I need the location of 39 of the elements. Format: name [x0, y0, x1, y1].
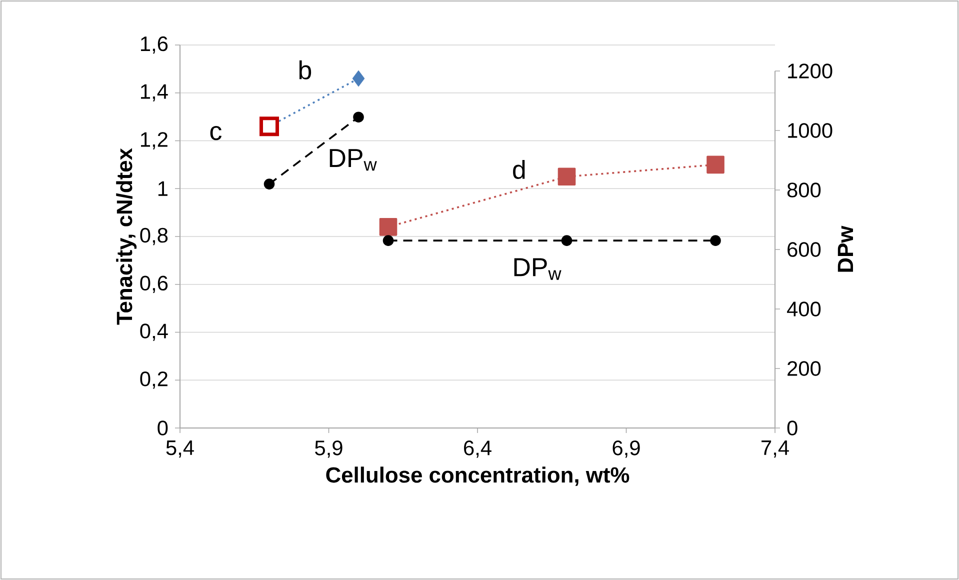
y-tick-label: 0,6: [140, 276, 168, 294]
annotation: DP$_{w}$: [330, 149, 377, 171]
x-tick-label: 5,9: [315, 440, 342, 458]
point: [561, 235, 572, 246]
x-tick-label: 5,4: [166, 440, 194, 458]
y2-tick-label: 200: [788, 361, 821, 376]
y-tick-label: 0,4: [140, 324, 168, 341]
annotation: d: [513, 160, 525, 179]
y-tick-label: 1,4: [140, 84, 168, 102]
y-axis-title: Tenacity, cN/dtex: [116, 148, 137, 325]
y2-tick-label: 400: [787, 302, 821, 316]
y-tick-label: 1,2: [140, 132, 168, 150]
point: [706, 156, 724, 174]
x-tick-label: 6,9: [612, 440, 640, 458]
point: [260, 116, 280, 136]
x-tick-label: 7,4: [762, 440, 789, 458]
y-tick-label: 1: [158, 181, 168, 196]
annotation: c: [210, 126, 222, 140]
annotation: b: [299, 60, 312, 80]
point: [352, 70, 365, 87]
point: [558, 168, 576, 186]
y-tick-label: 0,8: [140, 228, 168, 246]
x-axis-title: Cellulose concentration, wt%: [326, 466, 630, 486]
point: [382, 235, 394, 246]
y-tick-label: 0,2: [140, 371, 168, 389]
y-tick-label: 1,6: [140, 36, 168, 54]
point: [264, 178, 275, 190]
x-tick-label: 6,4: [464, 440, 492, 458]
annotation: DP$_{w}$: [514, 258, 562, 280]
point: [353, 112, 364, 123]
y2-tick-label: 1000: [788, 123, 832, 138]
y2-axis-title: DPw: [838, 226, 853, 272]
point: [710, 235, 721, 246]
y2-tick-label: 0: [787, 420, 798, 436]
y-tick-label: 0: [158, 420, 168, 436]
y2-tick-label: 800: [787, 182, 821, 198]
y2-tick-label: 600: [788, 242, 821, 257]
point: [379, 218, 398, 236]
y2-tick-label: 1200: [788, 64, 832, 78]
